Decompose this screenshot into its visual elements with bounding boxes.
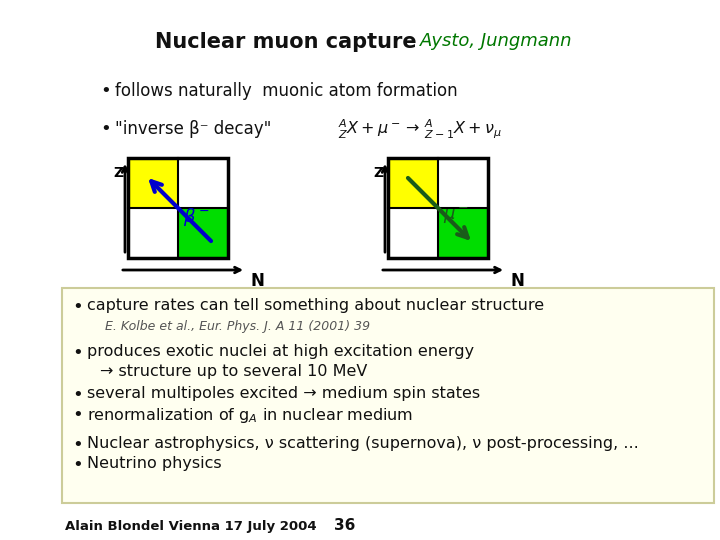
Text: Aysto, Jungmann: Aysto, Jungmann [420,32,572,50]
Text: •: • [72,436,83,454]
Text: •: • [72,456,83,474]
Text: Neutrino physics: Neutrino physics [87,456,222,471]
Text: 36: 36 [334,518,356,533]
Text: $\mu^-$: $\mu^-$ [443,206,469,226]
Text: Alain Blondel Vienna 17 July 2004: Alain Blondel Vienna 17 July 2004 [65,520,317,533]
Text: N: N [510,272,524,290]
Text: •: • [72,406,83,424]
Text: $\beta^-$: $\beta^-$ [183,206,210,228]
Text: several multipoles excited → medium spin states: several multipoles excited → medium spin… [87,386,480,401]
Bar [62,288,714,503]
Text: Nuclear astrophysics, ν scattering (supernova), ν post-processing, ...: Nuclear astrophysics, ν scattering (supe… [87,436,639,451]
Bar [388,208,438,258]
Text: capture rates can tell something about nuclear structure: capture rates can tell something about n… [87,298,544,313]
Bar [128,158,178,208]
Bar [178,208,228,258]
Text: follows naturally  muonic atom formation: follows naturally muonic atom formation [115,82,458,100]
Bar [128,158,228,258]
Text: •: • [100,82,111,100]
Text: N: N [250,272,264,290]
Text: •: • [72,386,83,404]
Text: produces exotic nuclei at high excitation energy: produces exotic nuclei at high excitatio… [87,344,474,359]
Text: "inverse β⁻ decay": "inverse β⁻ decay" [115,120,271,138]
Text: $^A_ZX + \mu^- \rightarrow\, ^{A}_{Z-1}X + \nu_\mu$: $^A_ZX + \mu^- \rightarrow\, ^{A}_{Z-1}X… [338,118,502,141]
Text: •: • [100,120,111,138]
Text: renormalization of g$_A$ in nuclear medium: renormalization of g$_A$ in nuclear medi… [87,406,413,425]
Bar [438,208,488,258]
Text: •: • [72,344,83,362]
Text: Nuclear muon capture: Nuclear muon capture [155,32,417,52]
Bar [178,158,228,208]
Bar [438,158,488,208]
Text: → structure up to several 10 MeV: → structure up to several 10 MeV [100,364,367,379]
Text: Z: Z [373,166,383,180]
Text: Z: Z [113,166,123,180]
Bar [128,208,178,258]
Text: E. Kolbe et al., Eur. Phys. J. A 11 (2001) 39: E. Kolbe et al., Eur. Phys. J. A 11 (200… [105,320,370,333]
Bar [388,158,488,258]
Text: •: • [72,298,83,316]
Bar [388,158,438,208]
